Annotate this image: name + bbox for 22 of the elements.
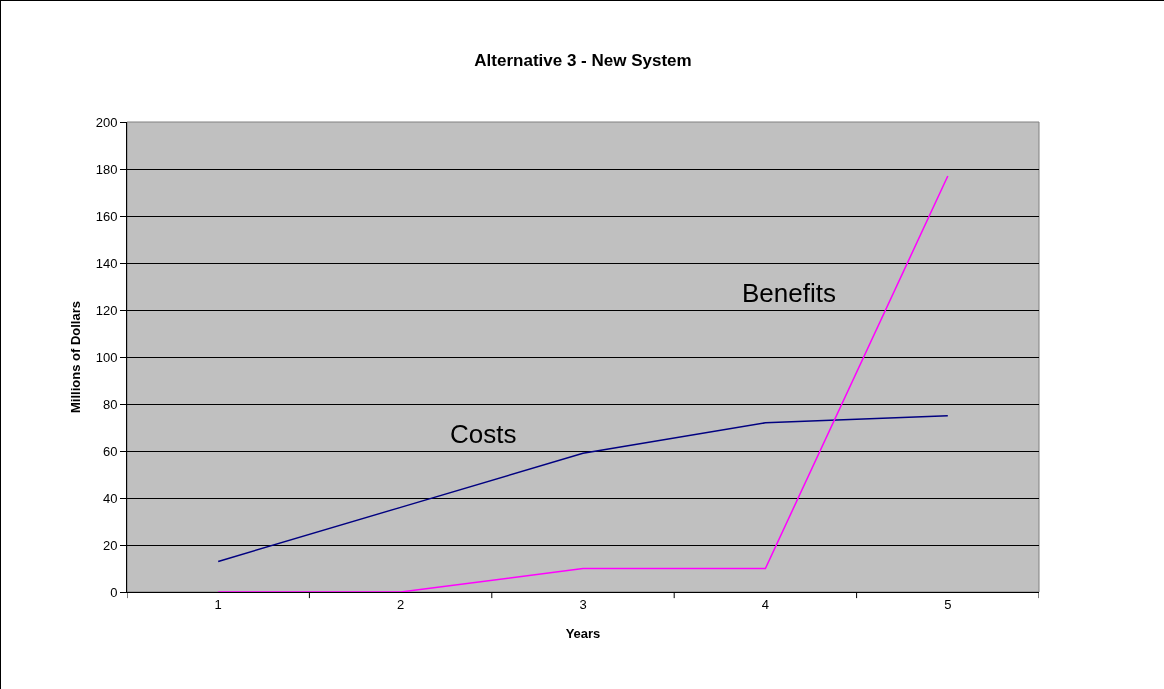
- y-tick-label: 20: [102, 537, 118, 553]
- y-tick-label: 140: [95, 255, 118, 271]
- y-tick-label: 80: [102, 396, 118, 412]
- series-label: Benefits: [742, 278, 836, 308]
- x-tick-label: 4: [761, 596, 770, 612]
- y-axis-title: Millions of Dollars: [67, 301, 83, 413]
- y-tick-label: 160: [95, 208, 118, 224]
- y-tick-label: 120: [95, 302, 118, 318]
- x-tick-label: 3: [579, 596, 587, 612]
- y-tick-label: 40: [102, 490, 118, 506]
- y-tick-label: 200: [95, 114, 118, 130]
- x-tick-label: 5: [944, 596, 952, 612]
- series-label: Costs: [450, 419, 517, 449]
- x-axis-title: Years: [565, 626, 601, 642]
- x-tick-label: 2: [396, 596, 405, 612]
- line-series: [217, 415, 949, 563]
- y-tick-label: 0: [110, 584, 118, 600]
- chart-title: Alternative 3 - New System: [474, 50, 692, 70]
- y-tick-label: 180: [95, 161, 118, 177]
- x-tick-label: 1: [214, 596, 222, 612]
- y-tick-label: 100: [95, 349, 118, 365]
- y-tick-label: 60: [102, 443, 118, 459]
